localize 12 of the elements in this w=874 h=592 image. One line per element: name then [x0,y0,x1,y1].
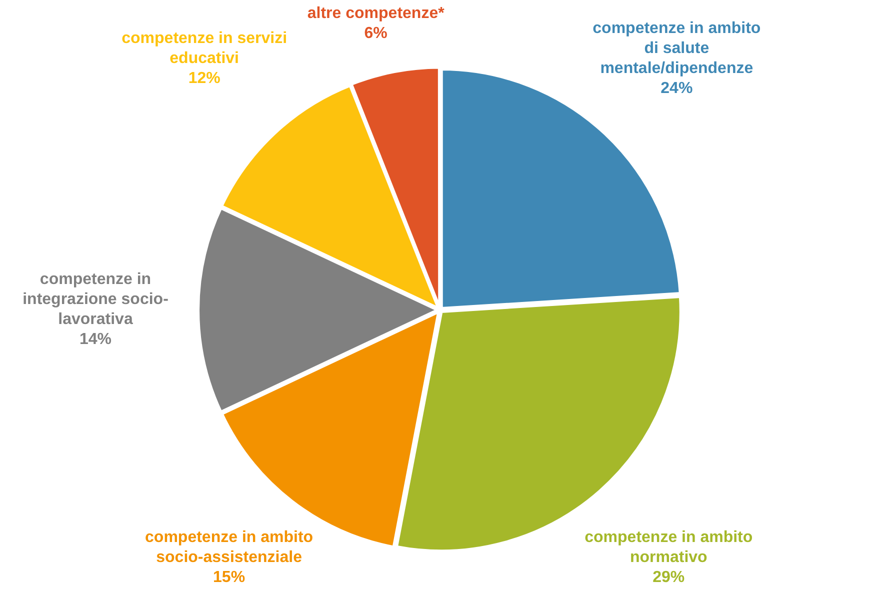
slice-label: competenze in integrazione socio-lavorativa [22,271,168,328]
data-label: 6% [364,25,388,42]
data-label: 15% [213,569,246,586]
data-label: 14% [79,331,112,348]
data-label: 12% [188,70,220,86]
slice-label: competenze in ambito di salute mentale/dipendenze [592,20,761,76]
slice-label: competenze in servizi educativi [122,30,288,66]
slice-label: altre competenze* [307,5,444,22]
data-label: 29% [652,569,685,586]
data-label: 24% [660,80,693,96]
slice-label: competenze in ambito socio-assistenziale [145,529,314,566]
slice-label: competenze in ambito normativo [584,529,753,566]
